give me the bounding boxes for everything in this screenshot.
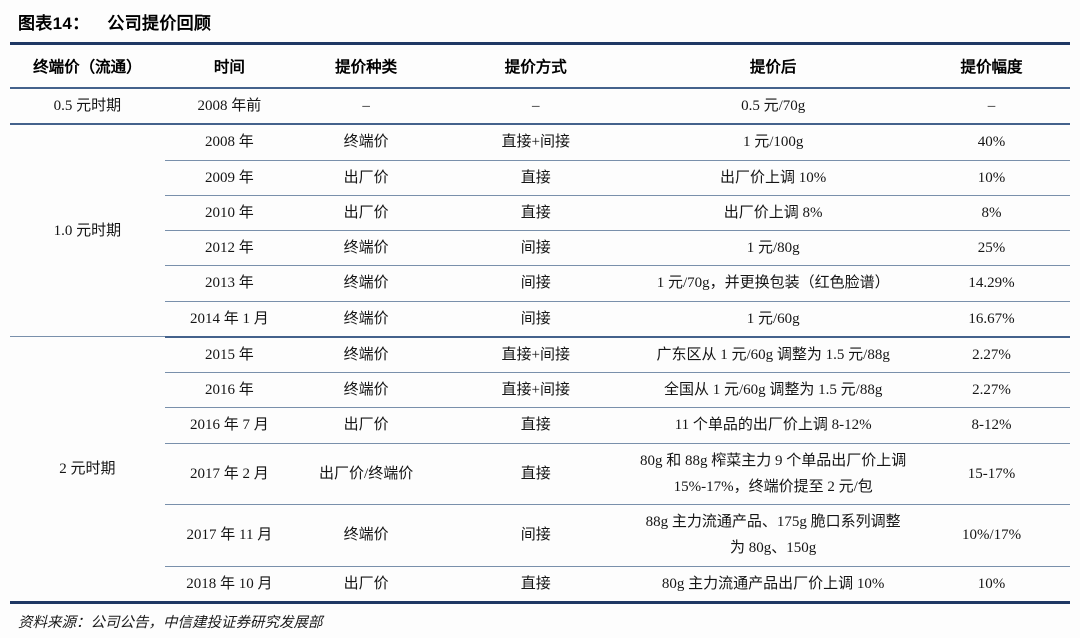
cell-after: 80g 主力流通产品出厂价上调 10% bbox=[633, 566, 914, 604]
cell-after: 1 元/80g bbox=[633, 230, 914, 267]
cell-after: 出厂价上调 10% bbox=[633, 160, 914, 196]
table-row: 2013 年终端价 间接 1 元/70g，并更换包装（红色脸谱） 14.29% bbox=[10, 265, 1070, 302]
cell-kind: 终端价 bbox=[294, 301, 439, 338]
cell-after: 出厂价上调 8% bbox=[633, 195, 914, 232]
cell-range: 2.27% bbox=[913, 372, 1070, 409]
cell-range: 8-12% bbox=[913, 407, 1070, 444]
figure-label: 图表14： bbox=[18, 14, 90, 33]
table-row: 2016 年 7 月出厂价 直接 11 个单品的出厂价上调 8-12% 8-12% bbox=[10, 407, 1070, 444]
cell-range: 2.27% bbox=[913, 336, 1070, 373]
cell-kind: – bbox=[294, 88, 439, 126]
cell-after: 1 元/60g bbox=[633, 301, 914, 338]
table-row: 2012 年终端价 间接 1 元/80g 25% bbox=[10, 230, 1070, 267]
cell-range: 8% bbox=[913, 195, 1070, 232]
cell-time: 2015 年 bbox=[164, 336, 295, 373]
cell-method: 间接 bbox=[438, 265, 634, 302]
cell-kind: 终端价 bbox=[294, 372, 439, 409]
col-header-increase-method: 提价方式 bbox=[438, 43, 634, 89]
cell-range: 40% bbox=[913, 124, 1070, 161]
cell-time: 2017 年 11 月 bbox=[164, 504, 295, 567]
cell-kind: 出厂价/终端价 bbox=[294, 443, 439, 505]
figure-title-row: 图表14： 公司提价回顾 bbox=[10, 7, 1070, 42]
table-body: 0.5 元时期 2008 年前 – –0.5 元/70g –1.0 元时期 2008 年终… bbox=[10, 88, 1070, 604]
cell-time: 2018 年 10 月 bbox=[164, 566, 295, 604]
cell-range: 25% bbox=[913, 230, 1070, 267]
col-header-time: 时间 bbox=[164, 43, 295, 89]
figure-title: 公司提价回顾 bbox=[107, 14, 212, 33]
cell-after: 1 元/70g，并更换包装（红色脸谱） bbox=[633, 265, 914, 302]
table-row: 2017 年 11 月终端价 间接 88g 主力流通产品、175g 脆口系列调整为 … bbox=[10, 504, 1070, 567]
col-header-increase-range: 提价幅度 bbox=[913, 43, 1070, 89]
cell-time: 2017 年 2 月 bbox=[164, 443, 295, 505]
cell-time: 2016 年 bbox=[164, 372, 295, 409]
cell-after: 80g 和 88g 榨菜主力 9 个单品出厂价上调 15%-17%，终端价提至 … bbox=[633, 443, 914, 505]
source-note: 资料来源：公司公告，中信建投证券研究发展部 bbox=[18, 614, 323, 631]
col-header-terminal-price: 终端价（流通） bbox=[10, 43, 165, 89]
table-row: 2009 年出厂价 直接 出厂价上调 10% 10% bbox=[10, 160, 1070, 196]
period-cell: 0.5 元时期 bbox=[10, 88, 165, 126]
cell-range: 15-17% bbox=[913, 443, 1070, 505]
table-row: 0.5 元时期 2008 年前 – –0.5 元/70g – bbox=[10, 88, 1070, 126]
cell-time: 2009 年 bbox=[164, 160, 295, 196]
cell-after: 11 个单品的出厂价上调 8-12% bbox=[633, 407, 914, 444]
period-cell: 1.0 元时期 bbox=[10, 124, 165, 338]
cell-method: 直接+间接 bbox=[438, 336, 634, 373]
cell-time: 2013 年 bbox=[164, 265, 295, 302]
cell-method: 直接 bbox=[438, 443, 634, 505]
table-header: 终端价（流通） 时间 提价种类 提价方式 提价后 提价幅度 bbox=[10, 43, 1070, 89]
cell-range: 10% bbox=[913, 566, 1070, 604]
cell-time: 2010 年 bbox=[164, 195, 295, 232]
cell-method: 直接+间接 bbox=[438, 124, 634, 161]
cell-range: 16.67% bbox=[913, 301, 1070, 338]
cell-method: 直接 bbox=[438, 195, 634, 232]
price-increase-history-table: 终端价（流通） 时间 提价种类 提价方式 提价后 提价幅度 0.5 元时期 200… bbox=[10, 42, 1070, 604]
cell-after: 88g 主力流通产品、175g 脆口系列调整为 80g、150g bbox=[633, 504, 914, 567]
cell-kind: 终端价 bbox=[294, 124, 439, 161]
cell-time: 2008 年 bbox=[164, 124, 295, 161]
col-header-increase-kind: 提价种类 bbox=[294, 43, 439, 89]
cell-method: 直接 bbox=[438, 566, 634, 604]
cell-kind: 终端价 bbox=[294, 230, 439, 267]
cell-kind: 出厂价 bbox=[294, 160, 439, 196]
cell-kind: 终端价 bbox=[294, 504, 439, 567]
cell-kind: 终端价 bbox=[294, 336, 439, 373]
cell-range: – bbox=[913, 88, 1070, 126]
cell-method: 直接+间接 bbox=[438, 372, 634, 409]
cell-time: 2008 年前 bbox=[164, 88, 295, 126]
cell-kind: 出厂价 bbox=[294, 566, 439, 604]
cell-after: 全国从 1 元/60g 调整为 1.5 元/88g bbox=[633, 372, 914, 409]
table-row: 2017 年 2 月出厂价/终端价 直接 80g 和 88g 榨菜主力 9 个单品出… bbox=[10, 443, 1070, 505]
cell-range: 10% bbox=[913, 160, 1070, 196]
cell-method: 直接 bbox=[438, 407, 634, 444]
table-row: 2010 年出厂价 直接 出厂价上调 8% 8% bbox=[10, 195, 1070, 232]
cell-after: 0.5 元/70g bbox=[633, 88, 914, 126]
cell-kind: 终端价 bbox=[294, 265, 439, 302]
cell-time: 2016 年 7 月 bbox=[164, 407, 295, 444]
table-row: 1.0 元时期 2008 年终端价 直接+间接 1 元/100g 40% bbox=[10, 124, 1070, 338]
cell-after: 广东区从 1 元/60g 调整为 1.5 元/88g bbox=[633, 336, 914, 373]
table-row: 2018 年 10 月出厂价 直接 80g 主力流通产品出厂价上调 10% 10% bbox=[10, 566, 1070, 604]
header-row: 终端价（流通） 时间 提价种类 提价方式 提价后 提价幅度 bbox=[10, 43, 1070, 89]
cell-range: 14.29% bbox=[913, 265, 1070, 302]
table-row: 2014 年 1 月终端价 间接 1 元/60g 16.67% bbox=[10, 301, 1070, 338]
table-row: 2016 年终端价 直接+间接 全国从 1 元/60g 调整为 1.5 元/88g 2… bbox=[10, 372, 1070, 409]
cell-range: 10%/17% bbox=[913, 504, 1070, 567]
table-row: 2 元时期 2015 年终端价 直接+间接 广东区从 1 元/60g 调整为 1.5 … bbox=[10, 336, 1070, 603]
period-cell: 2 元时期 bbox=[10, 336, 165, 603]
col-header-price-after: 提价后 bbox=[633, 43, 914, 89]
cell-method: 间接 bbox=[438, 301, 634, 338]
cell-method: – bbox=[438, 88, 634, 126]
cell-method: 间接 bbox=[438, 230, 634, 267]
cell-after: 1 元/100g bbox=[633, 124, 914, 161]
cell-time: 2014 年 1 月 bbox=[164, 301, 295, 338]
cell-method: 直接 bbox=[438, 160, 634, 196]
cell-method: 间接 bbox=[438, 504, 634, 567]
cell-time: 2012 年 bbox=[164, 230, 295, 267]
cell-kind: 出厂价 bbox=[294, 407, 439, 444]
cell-kind: 出厂价 bbox=[294, 195, 439, 232]
